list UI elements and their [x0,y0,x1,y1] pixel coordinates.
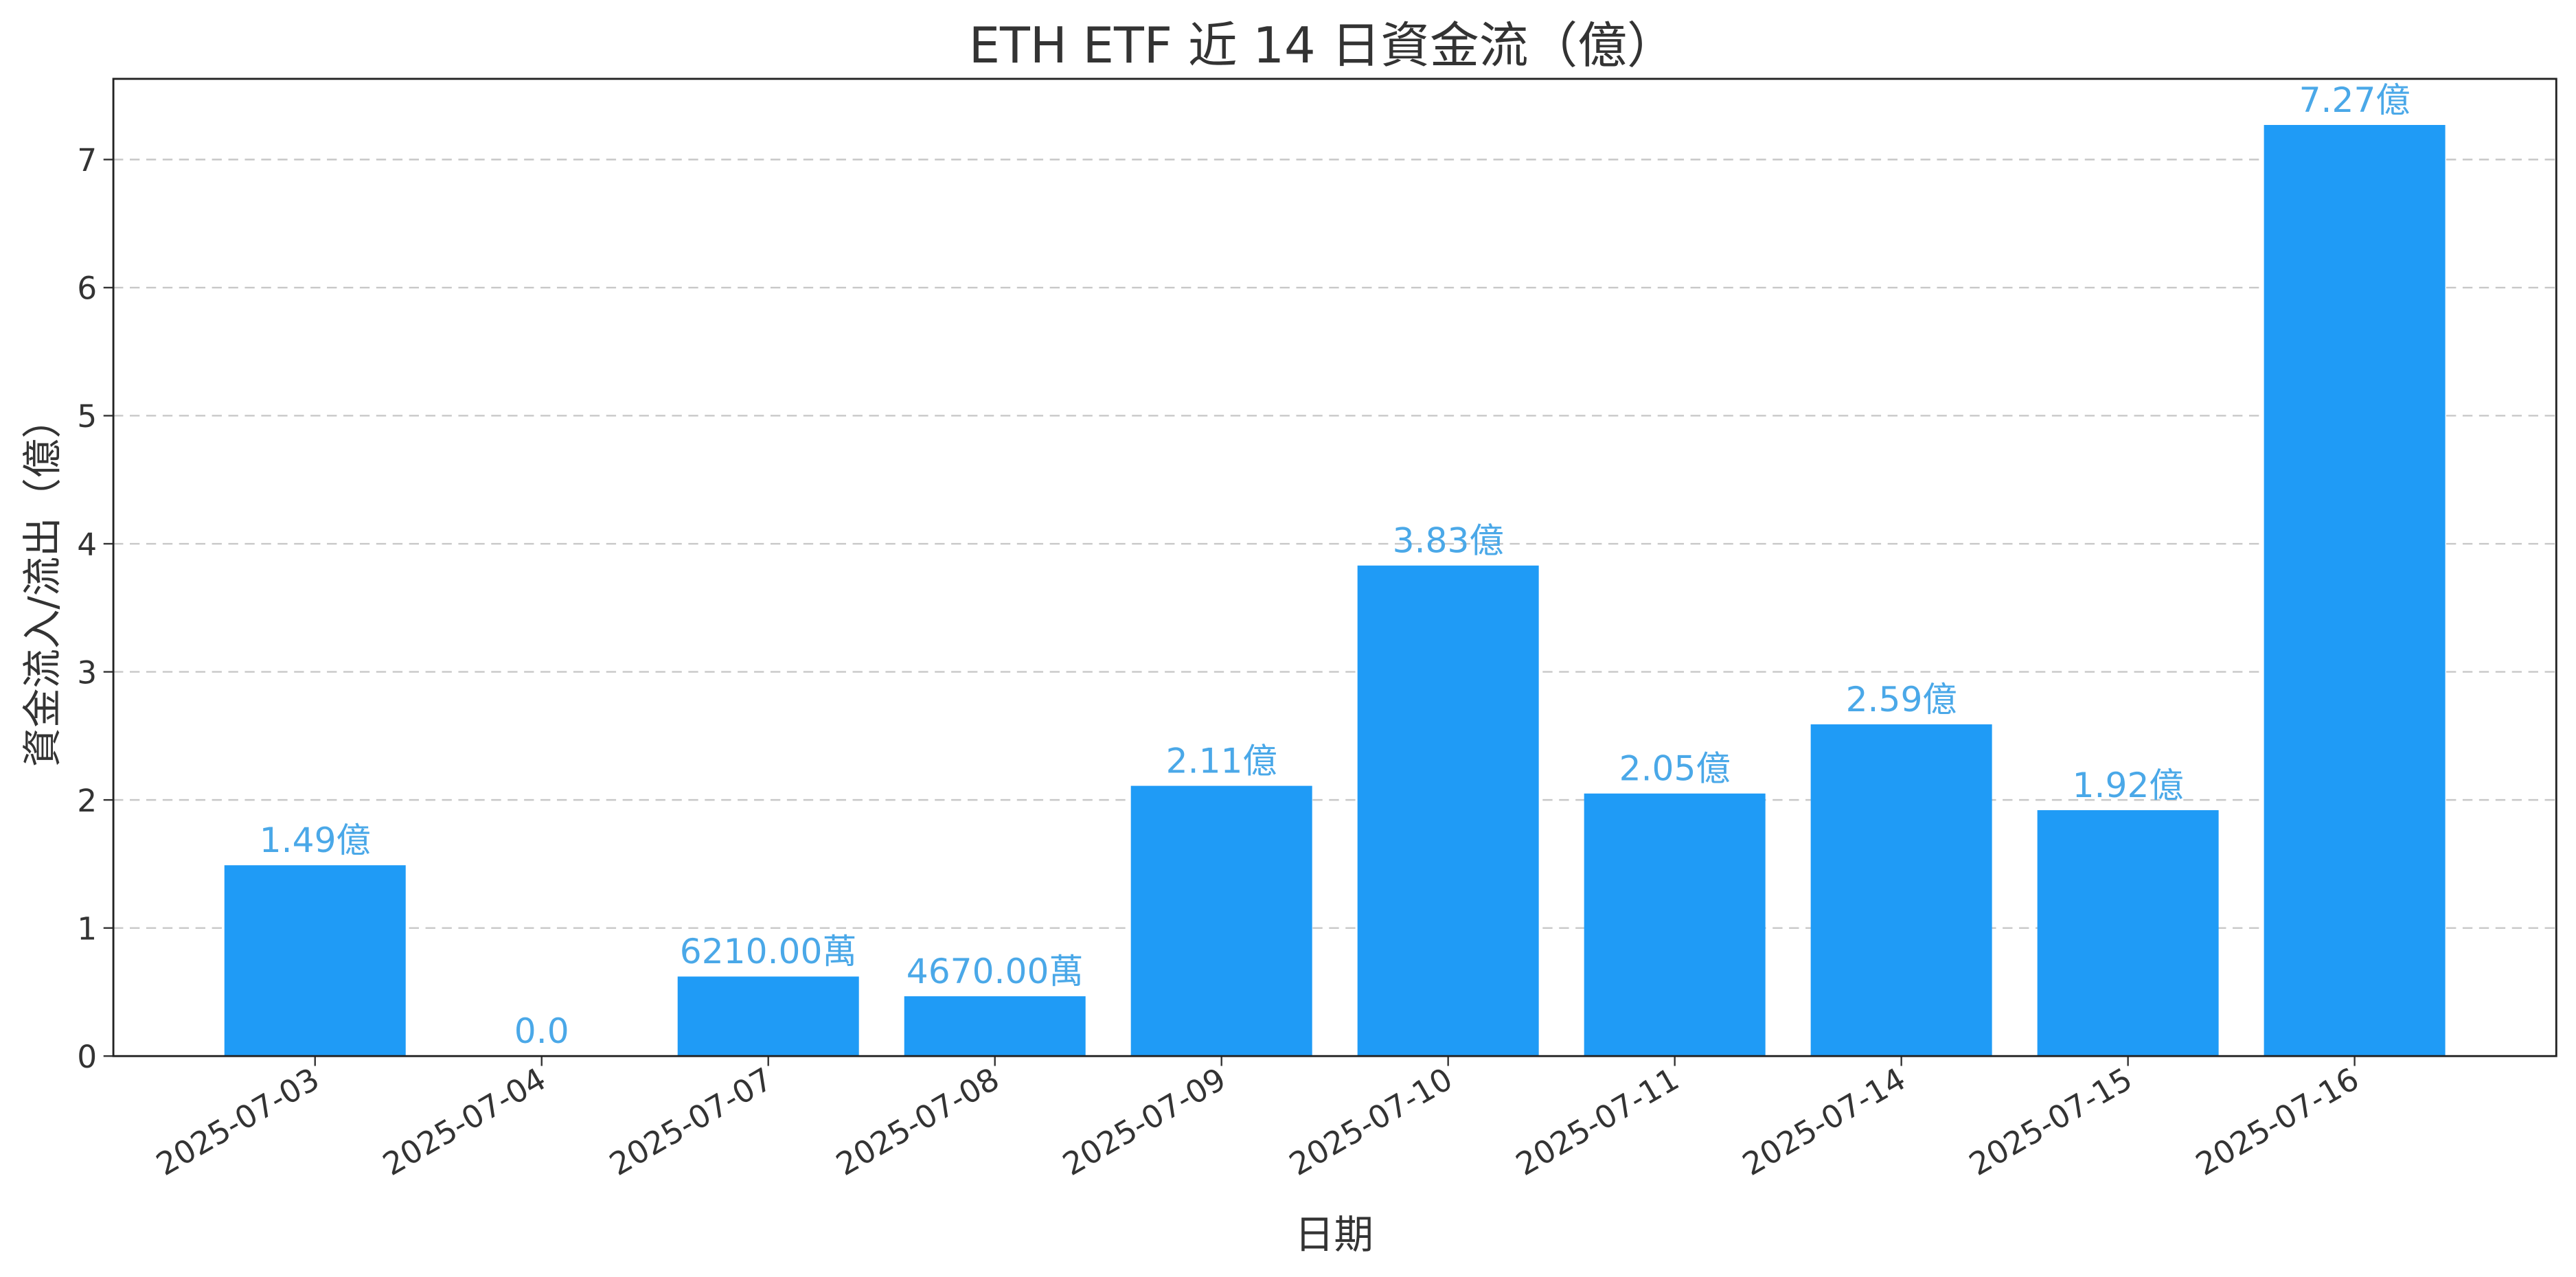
data-label: 1.92億 [2073,765,2184,805]
x-tick-label: 2025-07-08 [830,1061,1005,1183]
chart-title: ETH ETF 近 14 日資金流（億） [969,16,1676,74]
data-label: 0.0 [514,1011,569,1051]
data-label: 2.05億 [1619,748,1731,789]
x-tick-label: 2025-07-10 [1284,1061,1459,1183]
y-axis-label: 資金流入/流出（億） [19,399,65,767]
data-label: 2.11億 [1166,740,1277,781]
bar [904,996,1086,1057]
y-tick-label: 4 [77,527,97,563]
x-tick-label: 2025-07-07 [604,1061,779,1183]
x-tick-label: 2025-07-15 [1963,1061,2139,1183]
bar [1584,793,1766,1057]
bar [2037,810,2219,1057]
y-tick-label: 3 [77,654,97,691]
bar [1130,785,1312,1057]
x-tick-label: 2025-07-14 [1737,1061,1912,1183]
data-label: 3.83億 [1393,520,1504,561]
y-tick-label: 0 [77,1039,97,1075]
data-label: 7.27億 [2299,80,2410,120]
x-tick-label: 2025-07-11 [1510,1061,1685,1183]
y-tick-label: 2 [77,783,97,819]
bar [224,865,406,1057]
bar [1810,724,1992,1057]
data-label: 4670.00萬 [907,951,1084,991]
x-tick-label: 2025-07-09 [1057,1061,1232,1183]
bar [1357,565,1539,1057]
x-tick-label: 2025-07-04 [377,1061,552,1183]
bar [677,976,859,1057]
data-label: 6210.00萬 [680,931,857,971]
x-axis-label: 日期 [1295,1212,1374,1258]
x-tick-label: 2025-07-03 [150,1061,326,1183]
y-tick-label: 1 [77,910,97,947]
y-tick-label: 7 [77,142,97,179]
x-tick-label: 2025-07-16 [2189,1061,2364,1183]
plot-frame [112,78,2557,1057]
data-label: 1.49億 [260,820,371,860]
y-tick-label: 6 [77,271,97,307]
y-tick-label: 5 [77,398,97,435]
bar [2264,125,2446,1057]
data-label: 2.59億 [1846,679,1957,720]
